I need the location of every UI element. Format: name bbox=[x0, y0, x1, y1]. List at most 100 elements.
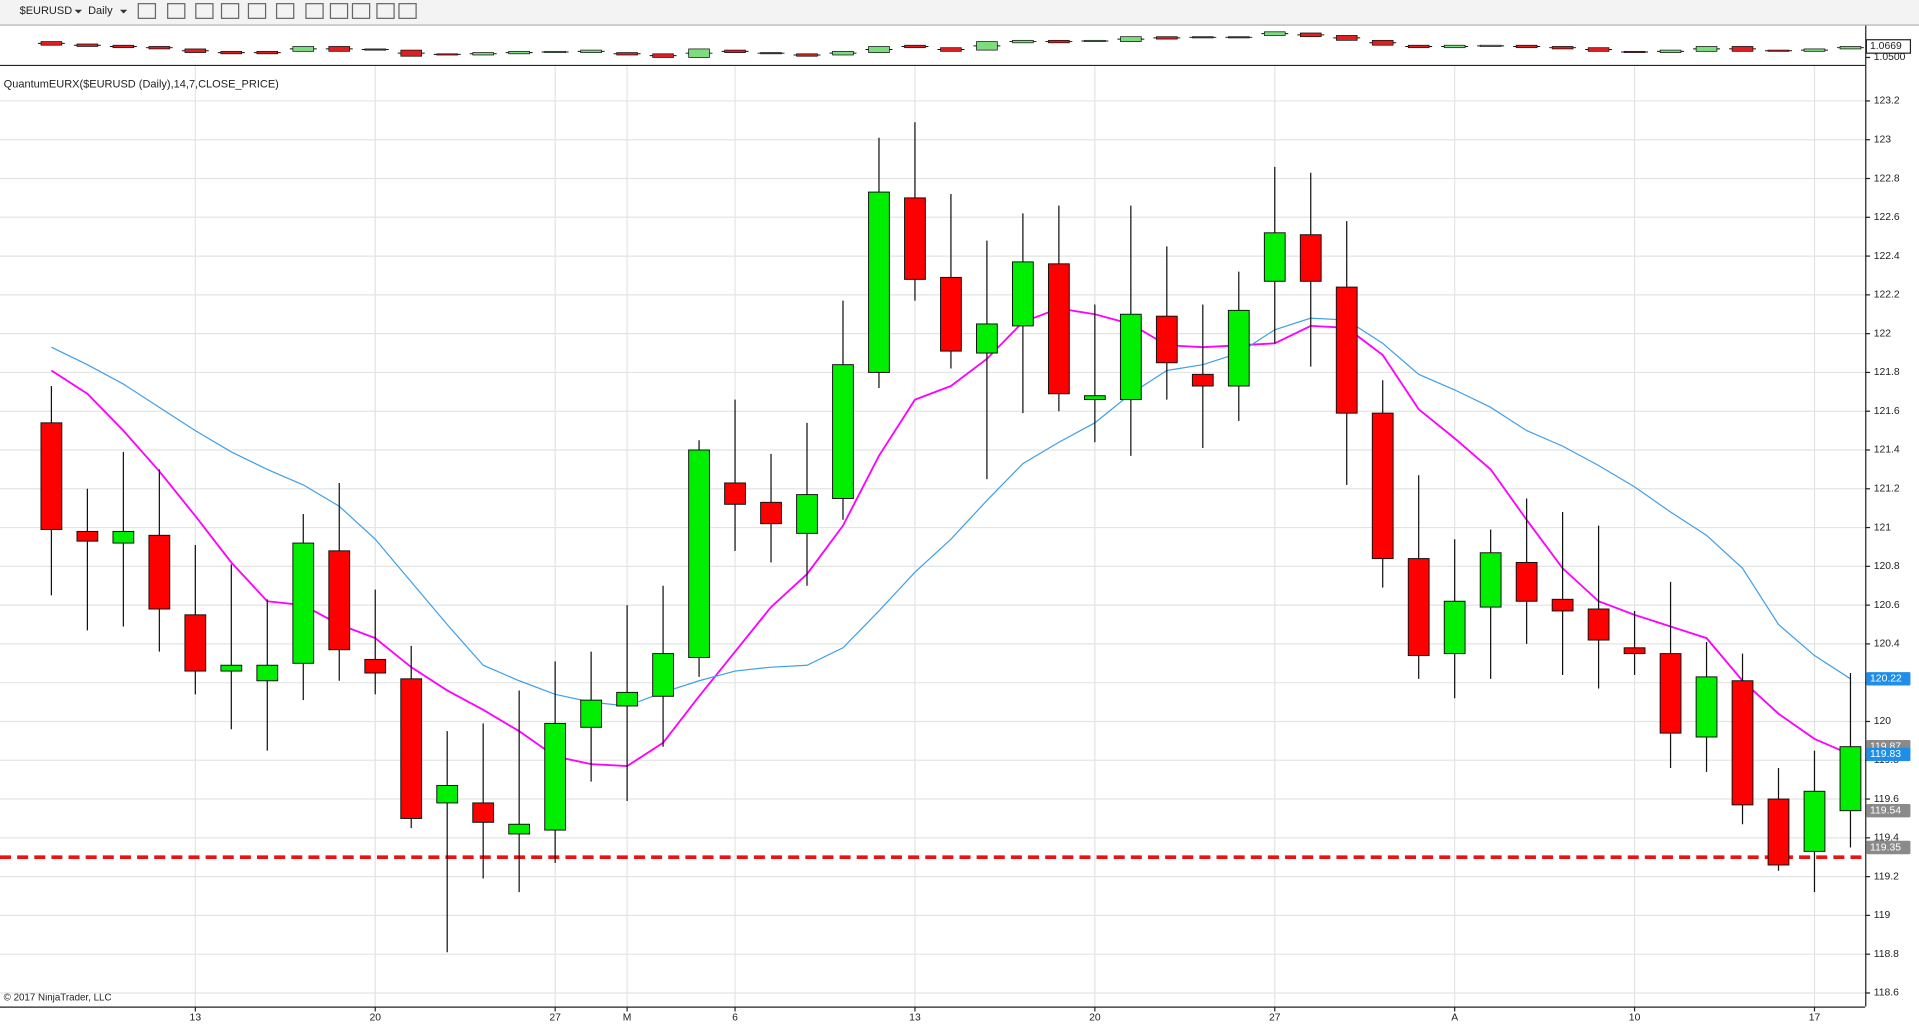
mini-candle bbox=[1803, 48, 1826, 52]
mini-candle bbox=[508, 50, 530, 55]
x-tick-label: M bbox=[623, 1012, 632, 1023]
mini-candle bbox=[1156, 36, 1178, 40]
y-tick-label: 119.4 bbox=[1874, 833, 1899, 844]
mini-candle bbox=[760, 52, 782, 55]
candle-body bbox=[1155, 315, 1178, 364]
mini-candle bbox=[184, 48, 207, 53]
x-tick-label: A bbox=[1451, 1012, 1458, 1023]
candle-body bbox=[256, 664, 279, 682]
interval-selector[interactable]: Daily bbox=[88, 5, 113, 17]
price-marker-label: 120.22 bbox=[1870, 674, 1902, 685]
candle-body bbox=[976, 323, 998, 354]
icon[interactable] bbox=[305, 3, 324, 19]
candle-body bbox=[1767, 798, 1790, 866]
y-tick-label: 119 bbox=[1874, 910, 1891, 921]
symbol-selector[interactable]: $EURUSD bbox=[20, 5, 73, 17]
y-tick-label: 122.4 bbox=[1874, 251, 1900, 262]
x-tick-label: 17 bbox=[1809, 1012, 1821, 1023]
candle-body bbox=[724, 482, 746, 505]
y-tick-label: 123 bbox=[1874, 134, 1892, 145]
y-tick-label: 118.6 bbox=[1874, 988, 1899, 999]
icon[interactable] bbox=[195, 3, 214, 19]
price-marker-label: 119.87 bbox=[1870, 741, 1901, 752]
candle-body bbox=[292, 542, 315, 664]
indicator-label: QuantumEURX($EURUSD (Daily),14,7,CLOSE_P… bbox=[4, 78, 279, 90]
candle-body bbox=[1479, 552, 1502, 608]
toolbar-icons[interactable] bbox=[137, 3, 417, 19]
candle-body bbox=[400, 678, 423, 819]
mini-candle bbox=[328, 46, 351, 52]
dropdown-arrow[interactable] bbox=[119, 9, 128, 14]
candle-body bbox=[904, 197, 926, 280]
candle-body bbox=[1659, 653, 1682, 734]
y-tick-label: 119.2 bbox=[1874, 871, 1899, 882]
y-tick-label: 121 bbox=[1874, 522, 1892, 533]
candle-body bbox=[112, 530, 135, 544]
mini-candle bbox=[1299, 32, 1322, 38]
x-tick-label: 27 bbox=[1269, 1012, 1281, 1023]
candle-body bbox=[40, 422, 63, 530]
mini-candle bbox=[472, 52, 494, 56]
candle-body bbox=[1623, 647, 1646, 655]
candle-body bbox=[148, 534, 171, 610]
mini-candle bbox=[112, 44, 135, 49]
candle-body bbox=[184, 614, 207, 672]
y-tick-label: 122.6 bbox=[1874, 212, 1900, 223]
icon[interactable] bbox=[275, 3, 295, 19]
candle-body bbox=[220, 664, 243, 672]
price-marker bbox=[1866, 747, 1911, 762]
mini-candle bbox=[616, 52, 638, 56]
price-marker-label: 119.54 bbox=[1870, 805, 1901, 816]
candle-body bbox=[688, 449, 710, 658]
mini-candle bbox=[1120, 36, 1142, 42]
y-tick-label: 120.6 bbox=[1874, 600, 1900, 611]
mini-candle bbox=[1335, 35, 1358, 41]
candle-body bbox=[1803, 790, 1826, 852]
mini-candle bbox=[796, 53, 818, 57]
mini-candle bbox=[940, 47, 962, 52]
y-tick-label: 120 bbox=[1874, 716, 1892, 727]
y-tick-label: 121.4 bbox=[1874, 445, 1900, 456]
icon[interactable] bbox=[167, 3, 186, 19]
y-tick-label: 121.2 bbox=[1874, 484, 1900, 495]
candle-body bbox=[1191, 373, 1214, 387]
candle-body bbox=[544, 722, 567, 831]
icon[interactable] bbox=[137, 3, 157, 19]
copyright: © 2017 NinjaTrader, LLC bbox=[4, 993, 112, 1004]
candle-body bbox=[1551, 598, 1574, 612]
mini-candle bbox=[1084, 39, 1106, 42]
candle-body bbox=[1515, 561, 1538, 602]
icon[interactable] bbox=[329, 3, 349, 19]
icon[interactable] bbox=[376, 3, 395, 19]
icon[interactable] bbox=[398, 3, 417, 19]
candle-body bbox=[796, 494, 818, 534]
candle-body bbox=[1695, 676, 1718, 738]
y-tick-label: 120.4 bbox=[1874, 639, 1900, 650]
mini-candle bbox=[40, 41, 63, 46]
moving-average bbox=[50, 307, 1851, 768]
icon[interactable] bbox=[220, 3, 240, 19]
mini-candle bbox=[400, 49, 422, 57]
icon[interactable] bbox=[247, 3, 267, 19]
mini-candle bbox=[1695, 46, 1718, 52]
mini-candle bbox=[1587, 47, 1610, 52]
x-tick-label: 6 bbox=[732, 1012, 738, 1023]
mini-candle bbox=[1839, 46, 1862, 50]
candle-body bbox=[1299, 234, 1322, 282]
mini-candle bbox=[904, 44, 926, 49]
candle-body bbox=[1407, 558, 1430, 657]
candle-body bbox=[616, 691, 638, 707]
icon[interactable] bbox=[351, 3, 371, 19]
dropdown-arrow[interactable] bbox=[74, 9, 82, 14]
mini-candle bbox=[580, 49, 602, 53]
candle-body bbox=[1587, 608, 1610, 641]
x-tick-label: 20 bbox=[1089, 1012, 1101, 1023]
mini-candle bbox=[1012, 39, 1034, 44]
candle-body bbox=[1012, 261, 1034, 327]
candle-body bbox=[1263, 232, 1286, 282]
x-tick-label: 20 bbox=[369, 1012, 381, 1023]
candle-body bbox=[940, 276, 962, 352]
candle-body bbox=[1731, 680, 1754, 806]
